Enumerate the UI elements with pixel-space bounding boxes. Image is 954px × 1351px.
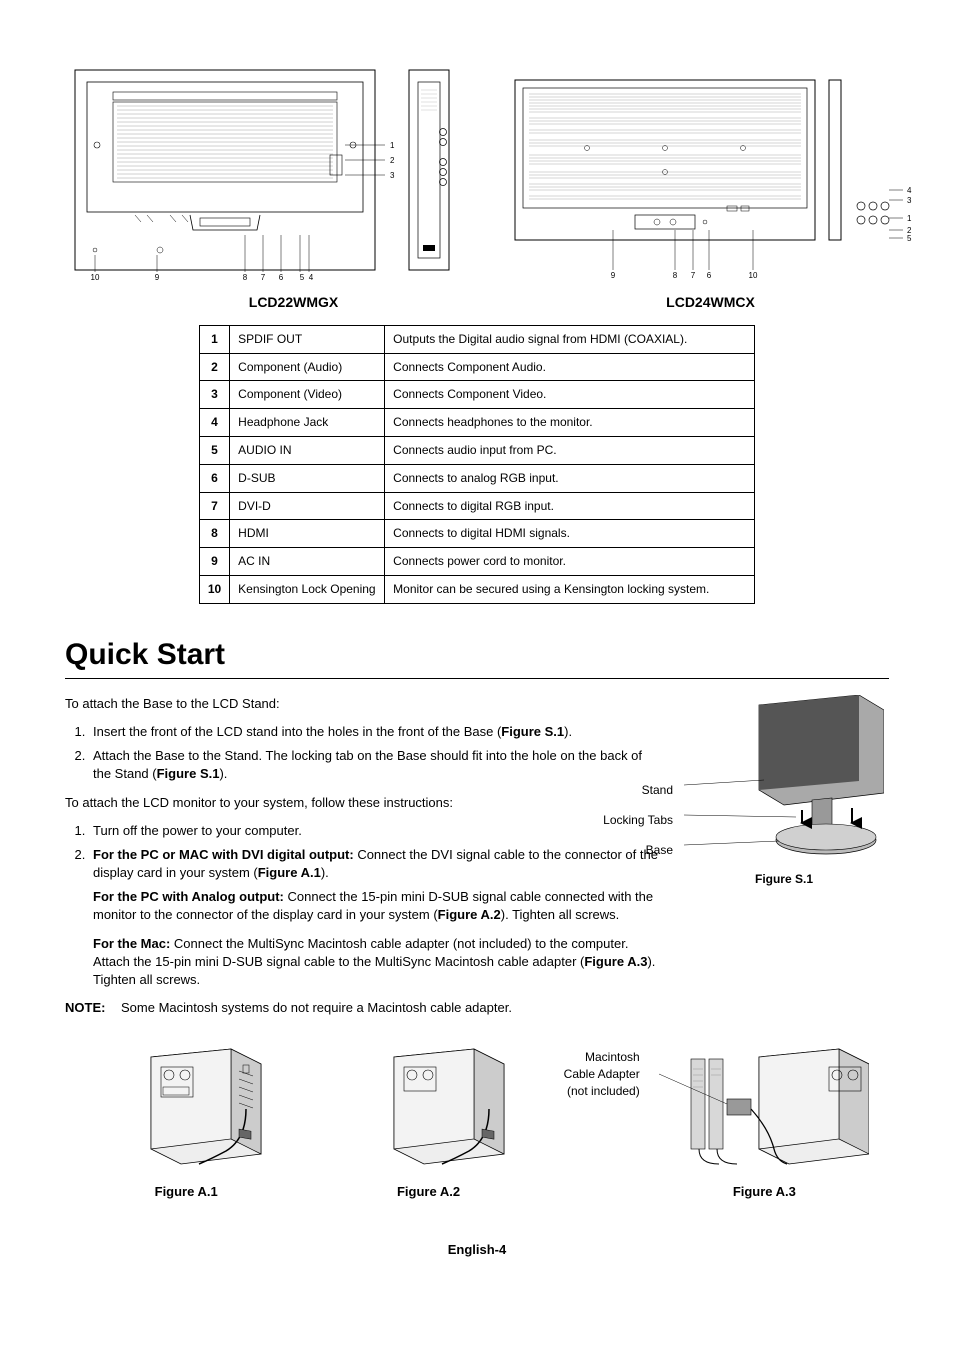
fig-s1-base-label: Base — [646, 842, 673, 859]
sys-step-1: Turn off the power to your computer. — [89, 822, 659, 840]
fig-a3-caption: Figure A.3 — [640, 1183, 889, 1201]
note-label: NOTE: — [65, 999, 121, 1017]
connector-desc: Connects Component Video. — [385, 381, 755, 409]
fig-a1-caption: Figure A.1 — [65, 1183, 307, 1201]
page-footer: English-4 — [65, 1241, 889, 1259]
connector-name: AUDIO IN — [230, 436, 385, 464]
svg-text:1: 1 — [390, 141, 395, 150]
svg-text:6: 6 — [279, 273, 284, 280]
connector-num: 1 — [199, 325, 229, 353]
section-title: Quick Start — [65, 634, 889, 679]
svg-text:5: 5 — [907, 234, 912, 243]
figure-a3: Macintosh Cable Adapter (not included) — [550, 1039, 889, 1200]
connector-name: D-SUB — [230, 464, 385, 492]
svg-text:8: 8 — [243, 273, 248, 280]
base-steps: Insert the front of the LCD stand into t… — [89, 723, 659, 784]
connector-desc: Connects headphones to the monitor. — [385, 409, 755, 437]
connector-name: Kensington Lock Opening — [230, 575, 385, 603]
base-step-1: Insert the front of the LCD stand into t… — [89, 723, 659, 741]
base-step-2: Attach the Base to the Stand. The lockin… — [89, 747, 659, 783]
connector-name: AC IN — [230, 548, 385, 576]
connector-desc: Connects Component Audio. — [385, 353, 755, 381]
connector-num: 8 — [199, 520, 229, 548]
connector-desc: Connects to analog RGB input. — [385, 464, 755, 492]
table-row: 9AC INConnects power cord to monitor. — [199, 548, 754, 576]
connector-desc: Connects power cord to monitor. — [385, 548, 755, 576]
intro-base: To attach the Base to the LCD Stand: — [65, 695, 659, 713]
connector-name: DVI-D — [230, 492, 385, 520]
mac-adapter-l2: Cable Adapter — [564, 1067, 640, 1081]
connector-name: Component (Audio) — [230, 353, 385, 381]
sys-sub-mac: For the Mac: Connect the MultiSync Macin… — [93, 935, 659, 990]
svg-text:5: 5 — [300, 273, 305, 280]
connector-name: Component (Video) — [230, 381, 385, 409]
connector-num: 5 — [199, 436, 229, 464]
connector-desc: Connects to digital RGB input. — [385, 492, 755, 520]
table-row: 3Component (Video)Connects Component Vid… — [199, 381, 754, 409]
svg-text:8: 8 — [673, 271, 678, 280]
svg-text:10: 10 — [749, 271, 758, 280]
model-labels: LCD22WMGX LCD24WMCX — [65, 293, 889, 313]
connector-num: 9 — [199, 548, 229, 576]
connector-num: 4 — [199, 409, 229, 437]
svg-text:7: 7 — [261, 273, 266, 280]
table-row: 8HDMIConnects to digital HDMI signals. — [199, 520, 754, 548]
connector-desc: Outputs the Digital audio signal from HD… — [385, 325, 755, 353]
table-row: 2Component (Audio)Connects Component Aud… — [199, 353, 754, 381]
svg-text:3: 3 — [390, 171, 395, 180]
note-row: NOTE: Some Macintosh systems do not requ… — [65, 999, 659, 1017]
svg-text:4: 4 — [309, 273, 314, 280]
connector-name: Headphone Jack — [230, 409, 385, 437]
diagram-left: 10 9 8 7 6 5 4 — [65, 60, 465, 285]
svg-text:4: 4 — [907, 186, 912, 195]
bottom-figures: Figure A.1 Figure A.2 Macintosh Cable Ad… — [65, 1039, 889, 1200]
svg-text:1: 1 — [907, 214, 912, 223]
fig-s1-tabs-label: Locking Tabs — [603, 812, 673, 829]
figure-a2: Figure A.2 — [307, 1039, 549, 1200]
figure-s1: Stand Locking Tabs Base Figure S.1 — [679, 695, 889, 888]
mac-adapter-l3: (not included) — [567, 1084, 640, 1098]
connector-num: 10 — [199, 575, 229, 603]
quick-start-body: To attach the Base to the LCD Stand: Ins… — [65, 695, 889, 1201]
connector-desc: Connects audio input from PC. — [385, 436, 755, 464]
svg-text:7: 7 — [691, 271, 696, 280]
connector-diagrams: 10 9 8 7 6 5 4 — [65, 60, 889, 285]
intro-system: To attach the LCD monitor to your system… — [65, 794, 659, 812]
connector-num: 6 — [199, 464, 229, 492]
model-right-label: LCD24WMCX — [666, 294, 755, 310]
table-row: 1SPDIF OUTOutputs the Digital audio sign… — [199, 325, 754, 353]
sys-sub-analog: For the PC with Analog output: Connect t… — [93, 888, 659, 924]
svg-text:9: 9 — [611, 271, 616, 280]
figure-a1: Figure A.1 — [65, 1039, 307, 1200]
mac-adapter-l1: Macintosh — [585, 1050, 640, 1064]
connector-table: 1SPDIF OUTOutputs the Digital audio sign… — [199, 325, 755, 604]
fig-s1-stand-label: Stand — [642, 782, 673, 799]
fig-a2-caption: Figure A.2 — [307, 1183, 549, 1201]
table-row: 4Headphone JackConnects headphones to th… — [199, 409, 754, 437]
svg-text:6: 6 — [707, 271, 712, 280]
connector-num: 3 — [199, 381, 229, 409]
svg-text:10: 10 — [91, 273, 100, 280]
connector-desc: Monitor can be secured using a Kensingto… — [385, 575, 755, 603]
lcd24-diagram: 9 8 7 6 10 — [505, 70, 915, 280]
sys-step-2: For the PC or MAC with DVI digital outpu… — [89, 846, 659, 989]
note-text: Some Macintosh systems do not require a … — [121, 999, 512, 1017]
table-row: 7DVI-DConnects to digital RGB input. — [199, 492, 754, 520]
connector-num: 2 — [199, 353, 229, 381]
connector-desc: Connects to digital HDMI signals. — [385, 520, 755, 548]
connector-name: HDMI — [230, 520, 385, 548]
connector-num: 7 — [199, 492, 229, 520]
lcd22-diagram: 10 9 8 7 6 5 4 — [65, 60, 465, 280]
svg-text:9: 9 — [155, 273, 160, 280]
table-row: 10Kensington Lock OpeningMonitor can be … — [199, 575, 754, 603]
fig-s1-caption: Figure S.1 — [679, 871, 889, 888]
diagram-right: 9 8 7 6 10 — [505, 70, 915, 285]
table-row: 5AUDIO INConnects audio input from PC. — [199, 436, 754, 464]
svg-text:2: 2 — [390, 156, 395, 165]
connector-name: SPDIF OUT — [230, 325, 385, 353]
system-steps: Turn off the power to your computer. For… — [89, 822, 659, 990]
svg-text:3: 3 — [907, 196, 912, 205]
table-row: 6D-SUBConnects to analog RGB input. — [199, 464, 754, 492]
model-left-label: LCD22WMGX — [249, 294, 338, 310]
